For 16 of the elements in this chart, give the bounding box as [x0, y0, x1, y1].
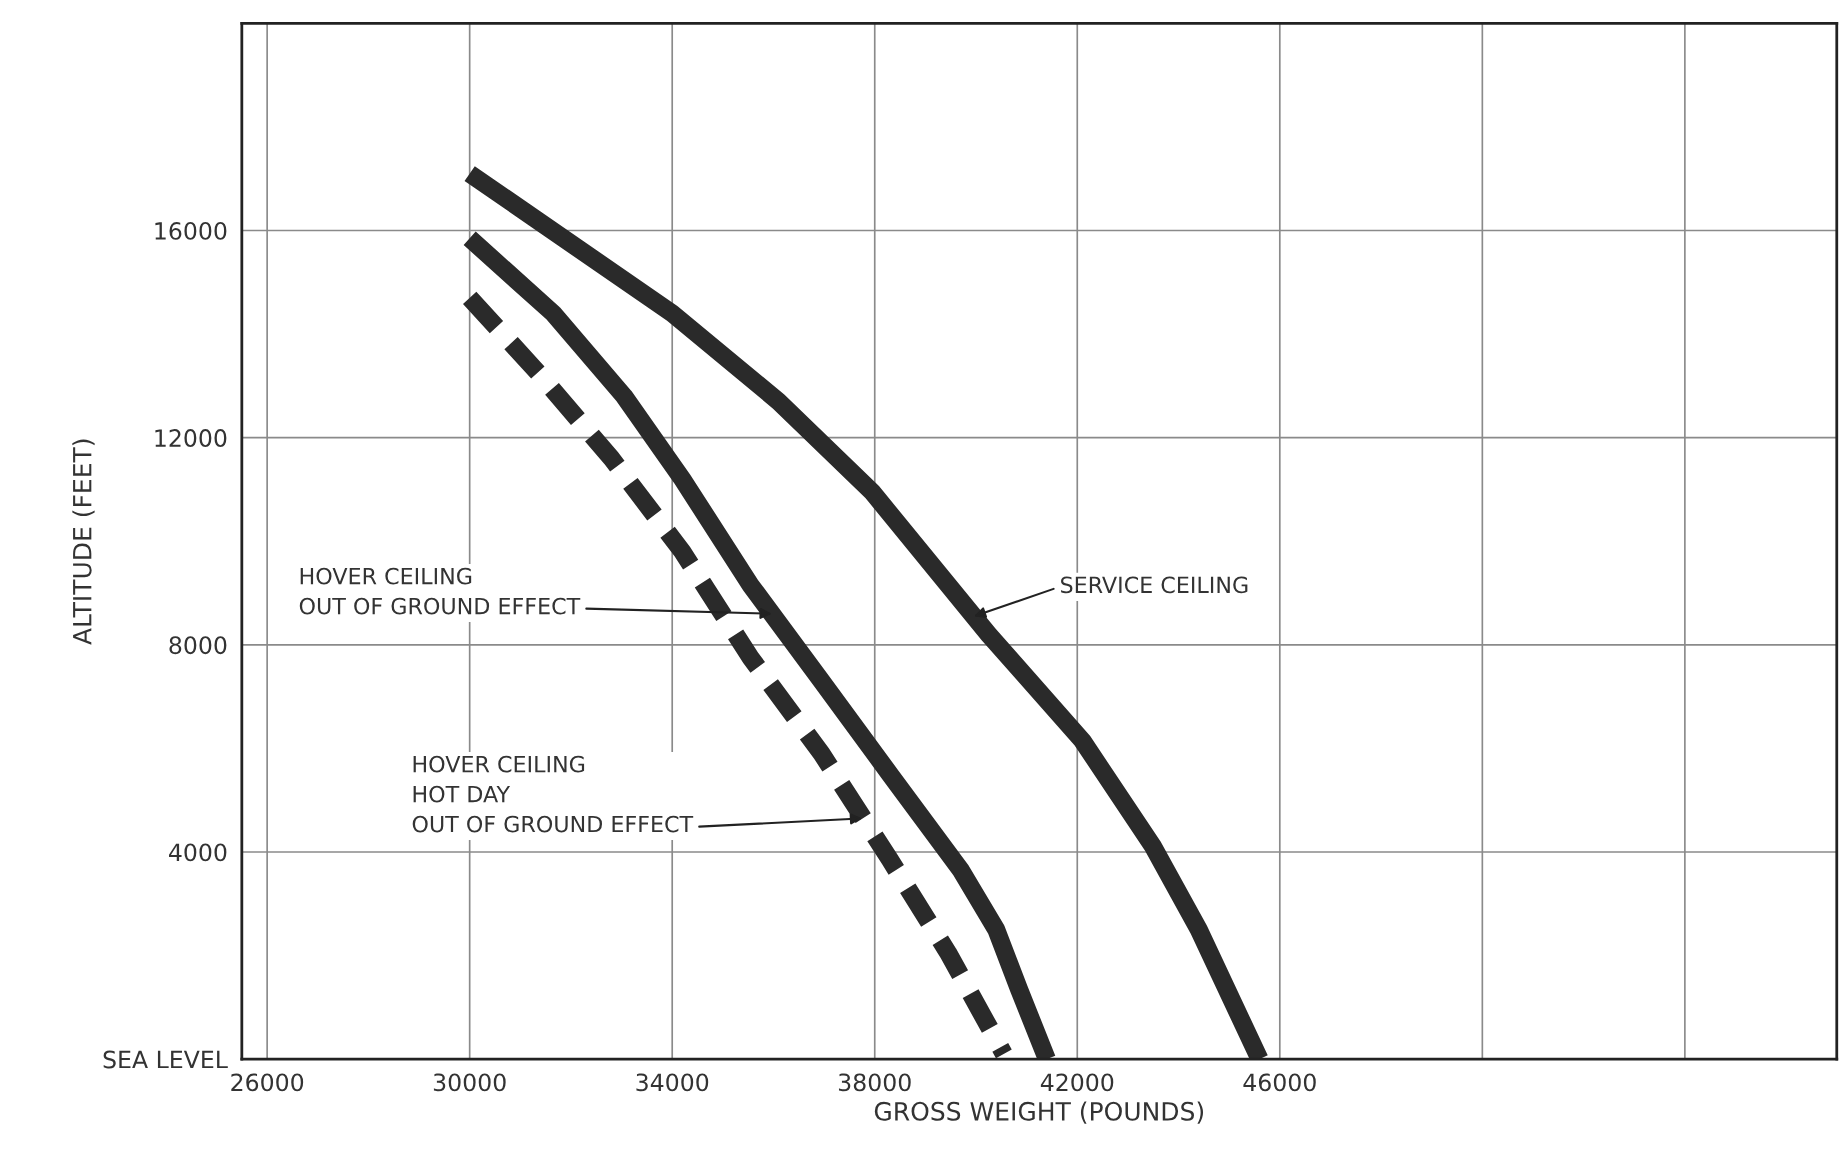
- y-tick-label: 8000: [169, 636, 227, 655]
- y-tick-label: 4000: [169, 843, 227, 862]
- y-tick-label: 16000: [155, 221, 227, 240]
- x-tick-label: 38000: [838, 1073, 911, 1092]
- x-tick-label: 42000: [1040, 1073, 1114, 1092]
- annotation: SERVICE CEILING: [1061, 576, 1248, 594]
- x-tick-label: 46000: [1243, 1073, 1316, 1092]
- x-axis-title: GROSS WEIGHT (POUNDS): [874, 1101, 1204, 1124]
- y-tick-label: SEA LEVEL: [103, 1050, 228, 1069]
- x-tick-label: 26000: [231, 1073, 304, 1092]
- x-tick-label: 30000: [433, 1073, 506, 1092]
- y-axis-title: ALTITUDE (FEET): [72, 439, 95, 645]
- annotation: HOVER CEILING HOT DAY OUT OF GROUND EFFECT: [412, 755, 694, 833]
- x-tick-label: 34000: [636, 1073, 709, 1092]
- annotation: HOVER CEILING OUT OF GROUND EFFECT: [299, 567, 581, 615]
- y-tick-label: 12000: [155, 429, 227, 447]
